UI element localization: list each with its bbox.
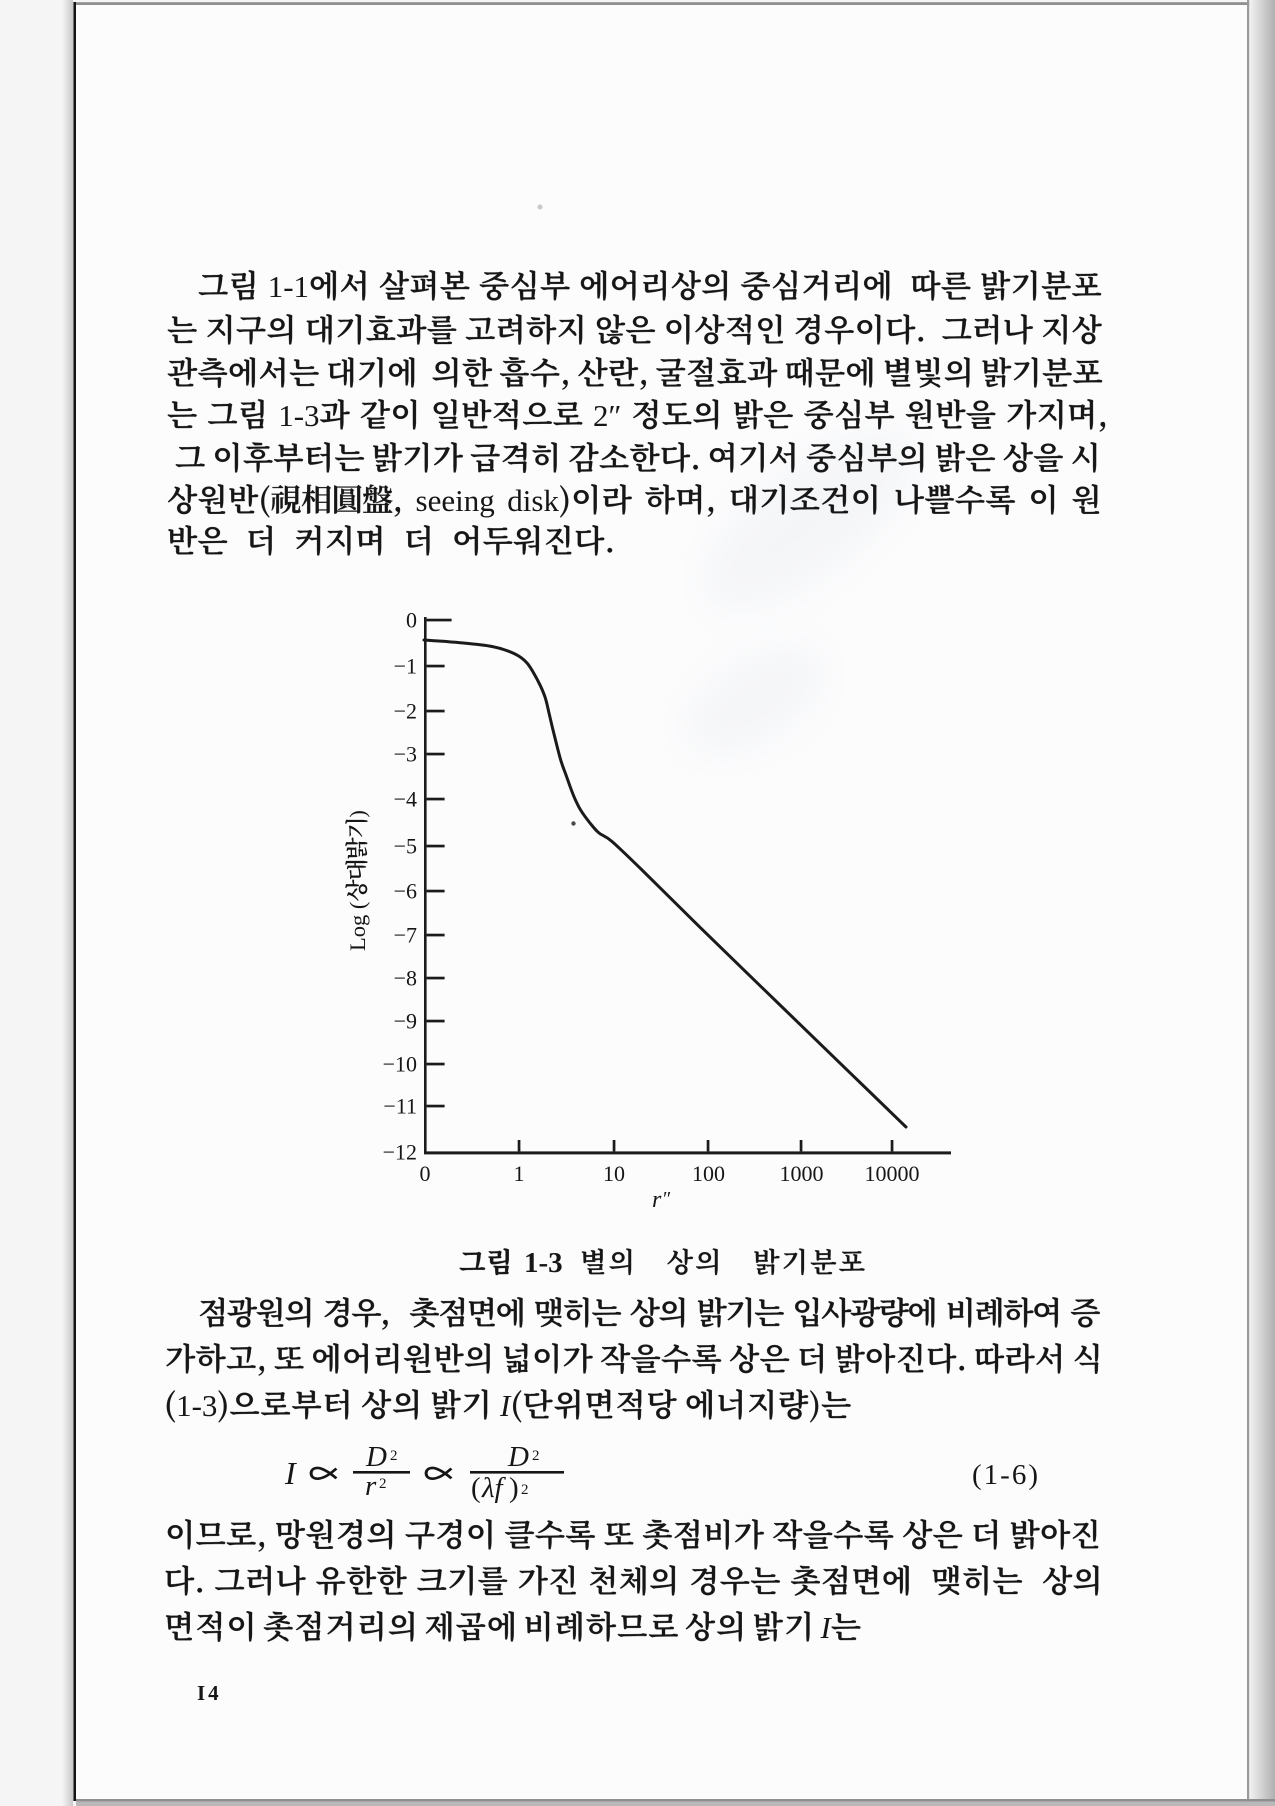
svg-text:−8: −8	[394, 965, 417, 990]
svg-text:1: 1	[514, 1161, 525, 1186]
svg-text:I: I	[284, 1455, 297, 1491]
svg-text:0: 0	[420, 1161, 431, 1186]
svg-text:2: 2	[521, 1482, 529, 1498]
svg-text:−10: −10	[383, 1051, 417, 1076]
svg-text:(1-6): (1-6)	[972, 1459, 1040, 1491]
svg-text:−3: −3	[394, 741, 417, 766]
svg-text:″: ″	[663, 1188, 671, 1210]
svg-text:10: 10	[603, 1161, 625, 1186]
svg-text:2: 2	[379, 1476, 387, 1492]
svg-text:): )	[345, 810, 370, 818]
svg-text:r: r	[365, 1470, 377, 1502]
svg-text:I: I	[820, 1610, 833, 1645]
svg-text:2: 2	[390, 1448, 398, 1464]
svg-text:10000: 10000	[865, 1161, 920, 1186]
svg-text:−5: −5	[394, 833, 417, 858]
svg-text:2″: 2″	[593, 398, 621, 433]
svg-text:(: (	[471, 1472, 481, 1504]
svg-text:Log (: Log (	[345, 902, 370, 951]
svg-text:−9: −9	[394, 1008, 417, 1033]
svg-text:1-1: 1-1	[268, 269, 309, 304]
svg-text:100: 100	[692, 1161, 725, 1186]
svg-text:D: D	[507, 1441, 529, 1473]
svg-text:1-3: 1-3	[278, 398, 319, 433]
svg-text:disk: disk	[507, 483, 559, 518]
svg-text:−6: −6	[394, 878, 417, 903]
svg-text:I4: I4	[197, 1681, 222, 1705]
svg-text:1-3: 1-3	[176, 1388, 217, 1423]
svg-text:−12: −12	[383, 1139, 417, 1164]
svg-text:r: r	[652, 1187, 662, 1213]
svg-text:): )	[509, 1472, 519, 1504]
svg-text:−2: −2	[394, 698, 417, 723]
svg-text:−4: −4	[394, 786, 417, 811]
svg-text:2: 2	[532, 1448, 540, 1464]
svg-text:1000: 1000	[780, 1161, 824, 1186]
svg-text:−1: −1	[394, 653, 417, 678]
svg-text:1-3: 1-3	[524, 1247, 563, 1279]
svg-text:0: 0	[406, 607, 417, 632]
svg-text:D: D	[365, 1441, 387, 1473]
svg-text:λf: λf	[481, 1472, 507, 1504]
svg-text:seeing: seeing	[416, 483, 495, 518]
svg-text:−7: −7	[394, 922, 417, 947]
svg-text:−11: −11	[383, 1093, 417, 1118]
svg-text:I: I	[499, 1388, 512, 1423]
